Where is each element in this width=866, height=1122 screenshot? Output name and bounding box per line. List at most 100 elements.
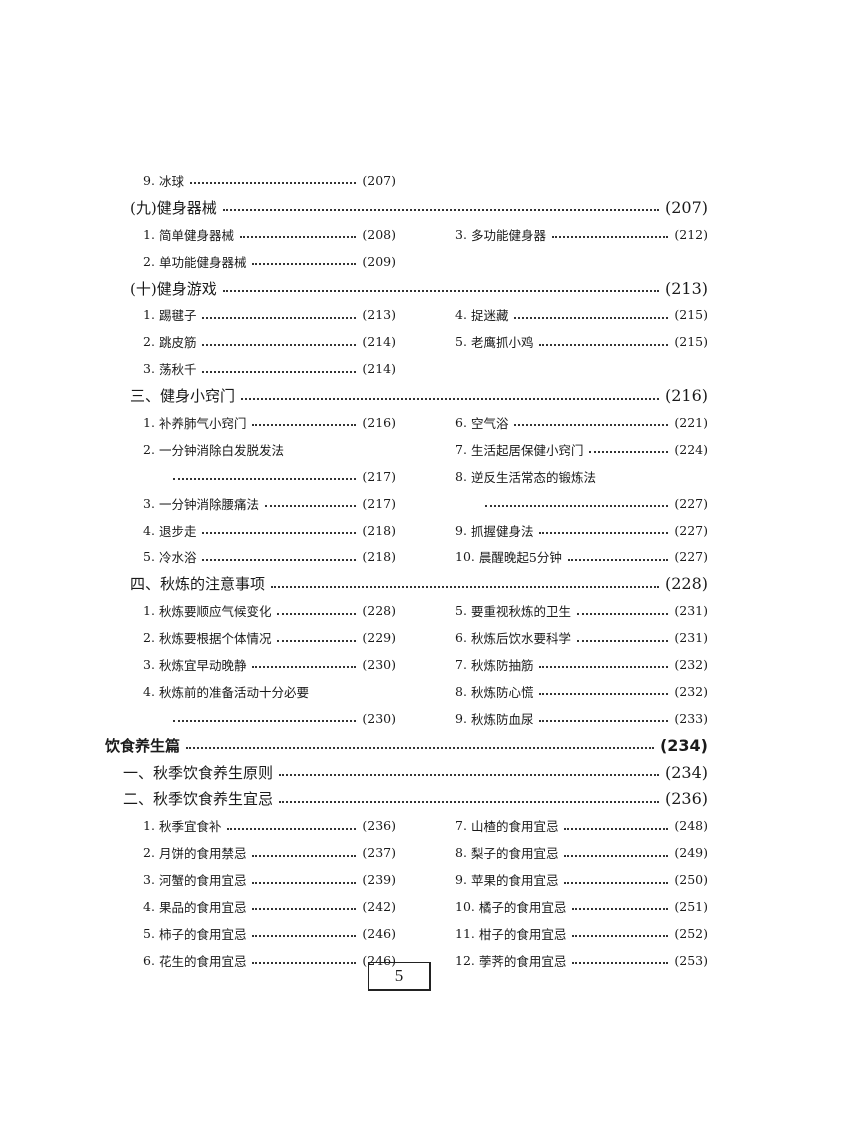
page-number: 5 <box>368 962 431 991</box>
heading-title: (十)健身游戏 <box>130 279 217 298</box>
toc-entry[interactable]: 3. 河蟹的食用宜忌 (239) <box>143 866 396 893</box>
dot-leader <box>572 908 669 911</box>
section-heading[interactable]: 二、秋季饮食养生宜忌 (236) <box>123 785 708 812</box>
toc-entry[interactable]: 3. 秋炼宜早动晚静 (230) <box>143 651 396 678</box>
heading-page: (207) <box>664 197 708 217</box>
entry-number: 5. <box>143 925 155 941</box>
toc-row: 四、秋炼的注意事项 (228) <box>0 570 866 597</box>
entry-title: 秋炼宜早动晚静 <box>158 657 247 673</box>
entry-title: 秋炼要顺应气候变化 <box>158 604 272 620</box>
toc-entry[interactable]: 6. 秋炼后饮水要科学 (231) <box>455 624 708 651</box>
toc-entry[interactable]: 9. 苹果的食用宜忌 (250) <box>455 866 708 893</box>
toc-entry[interactable]: 1. 秋炼要顺应气候变化 (228) <box>143 597 396 624</box>
entry-page: (236) <box>362 818 396 834</box>
toc-entry[interactable]: 5. 要重视秋炼的卫生 (231) <box>455 597 708 624</box>
toc-entry[interactable]: 2. 一分钟消除白发脱发法 <box>143 436 396 463</box>
dot-leader <box>576 612 669 615</box>
entry-title: 逆反生活常态的锻炼法 <box>470 469 596 485</box>
dot-leader <box>277 612 357 615</box>
part-heading[interactable]: 饮食养生篇 (234) <box>105 732 708 759</box>
entry-page: (214) <box>362 334 396 350</box>
dot-leader <box>279 800 659 803</box>
toc-entry[interactable]: (227) <box>455 490 708 517</box>
toc-entry[interactable]: (230) <box>143 705 396 732</box>
entry-page: (231) <box>674 603 708 619</box>
entry-page: (231) <box>674 630 708 646</box>
toc-entry[interactable]: 1. 补养肺气小窍门 (216) <box>143 409 396 436</box>
entry-title: 梨子的食用宜忌 <box>470 846 559 862</box>
toc-entry[interactable]: 11. 柑子的食用宜忌 (252) <box>455 920 708 947</box>
section-heading[interactable]: (九)健身器械 (207) <box>130 194 708 221</box>
section-heading[interactable]: 三、健身小窍门 (216) <box>130 382 708 409</box>
toc-entry[interactable]: 2. 月饼的食用禁忌 (237) <box>143 839 396 866</box>
toc-entry[interactable]: 9. 秋炼防血尿 (233) <box>455 705 708 732</box>
toc-row: 3. 秋炼宜早动晚静 (230) 7. 秋炼防抽筋 (232) <box>0 651 866 678</box>
toc-entry[interactable]: 4. 捉迷藏 (215) <box>455 301 708 328</box>
toc-entry[interactable]: 7. 山楂的食用宜忌 (248) <box>455 812 708 839</box>
section-heading[interactable]: (十)健身游戏 (213) <box>130 275 708 302</box>
toc-entry[interactable]: 3. 荡秋千 (214) <box>143 355 396 382</box>
toc-entry[interactable]: 5. 冷水浴 (218) <box>143 543 396 570</box>
toc-entry[interactable]: 8. 秋炼防心慌 (232) <box>455 678 708 705</box>
toc-entry[interactable]: 4. 退步走 (218) <box>143 517 396 544</box>
toc-entry[interactable]: 7. 秋炼防抽筋 (232) <box>455 651 708 678</box>
toc-entry[interactable]: 6. 空气浴 (221) <box>455 409 708 436</box>
toc-entry[interactable]: 10. 晨醒晚起5分钟 (227) <box>455 543 708 570</box>
entry-number: 7. <box>455 656 467 672</box>
section-heading[interactable]: 一、秋季饮食养生原则 (234) <box>123 759 708 786</box>
entry-page: (214) <box>362 361 396 377</box>
dot-leader <box>189 182 357 185</box>
toc-entry[interactable]: 6. 花生的食用宜忌 (246) <box>143 947 396 974</box>
toc-row: (217) 8. 逆反生活常态的锻炼法 <box>0 463 866 490</box>
toc-entry[interactable]: 10. 橘子的食用宜忌 (251) <box>455 893 708 920</box>
section-heading[interactable]: 四、秋炼的注意事项 (228) <box>130 570 708 597</box>
heading-title: 三、健身小窍门 <box>130 387 236 406</box>
entry-page: (232) <box>674 656 708 672</box>
toc-entry[interactable]: 4. 秋炼前的准备活动十分必要 <box>143 678 396 705</box>
toc-entry[interactable]: 9. 冰球 (207) <box>143 167 396 194</box>
entry-title: 退步走 <box>158 523 197 539</box>
entry-number: 4. <box>143 898 155 914</box>
entry-title: 一分钟消除白发脱发法 <box>158 442 284 458</box>
toc-entry[interactable]: 2. 单功能健身器械 (209) <box>143 248 396 275</box>
dot-leader <box>202 343 357 346</box>
entry-page: (217) <box>362 468 396 484</box>
toc-entry[interactable]: 7. 生活起居保健小窍门 (224) <box>455 436 708 463</box>
entry-number: 4. <box>143 522 155 538</box>
table-of-contents: 9. 冰球 (207) (九)健身器械 (207) 1. 简单健身器械 (208) 3. 多功能健… <box>0 167 866 974</box>
toc-entry[interactable]: 4. 果品的食用宜忌 (242) <box>143 893 396 920</box>
toc-row: 1. 踢毽子 (213) 4. 捉迷藏 (215) <box>0 301 866 328</box>
entry-title: 补养肺气小窍门 <box>158 415 247 431</box>
toc-entry[interactable]: 5. 柿子的食用宜忌 (246) <box>143 920 396 947</box>
toc-entry[interactable]: (217) <box>143 463 396 490</box>
entry-page: (250) <box>674 872 708 888</box>
toc-entry[interactable]: 9. 抓握健身法 (227) <box>455 517 708 544</box>
entry-page: (242) <box>362 898 396 914</box>
toc-entry[interactable]: 3. 多功能健身器 (212) <box>455 221 708 248</box>
heading-page: (234) <box>664 762 708 782</box>
toc-entry[interactable]: 1. 踢毽子 (213) <box>143 301 396 328</box>
toc-entry[interactable]: 8. 逆反生活常态的锻炼法 <box>455 463 708 490</box>
toc-entry[interactable]: 8. 梨子的食用宜忌 (249) <box>455 839 708 866</box>
entry-title: 柿子的食用宜忌 <box>158 926 247 942</box>
toc-entry[interactable]: 1. 简单健身器械 (208) <box>143 221 396 248</box>
toc-entry[interactable]: 2. 跳皮筋 (214) <box>143 328 396 355</box>
toc-entry[interactable]: 3. 一分钟消除腰痛法 (217) <box>143 490 396 517</box>
entry-number: 2. <box>143 253 155 269</box>
toc-entry[interactable]: 1. 秋季宜食补 (236) <box>143 812 396 839</box>
toc-row: 4. 退步走 (218) 9. 抓握健身法 (227) <box>0 517 866 544</box>
dot-leader <box>576 639 669 642</box>
toc-entry[interactable]: 2. 秋炼要根据个体情况 (229) <box>143 624 396 651</box>
entry-title: 生活起居保健小窍门 <box>470 442 584 458</box>
entry-number: 11. <box>455 925 475 941</box>
dot-leader <box>485 505 669 508</box>
heading-title: (九)健身器械 <box>130 198 217 217</box>
heading-title: 一、秋季饮食养生原则 <box>123 763 274 782</box>
toc-row: 1. 秋季宜食补 (236) 7. 山楂的食用宜忌 (248) <box>0 812 866 839</box>
dot-leader <box>252 424 357 427</box>
toc-entry[interactable]: 5. 老鹰抓小鸡 (215) <box>455 328 708 355</box>
dot-leader <box>252 908 357 911</box>
entry-number: 6. <box>143 952 155 968</box>
entry-page: (208) <box>362 226 396 242</box>
toc-entry[interactable]: 12. 荸荠的食用宜忌 (253) <box>455 947 708 974</box>
